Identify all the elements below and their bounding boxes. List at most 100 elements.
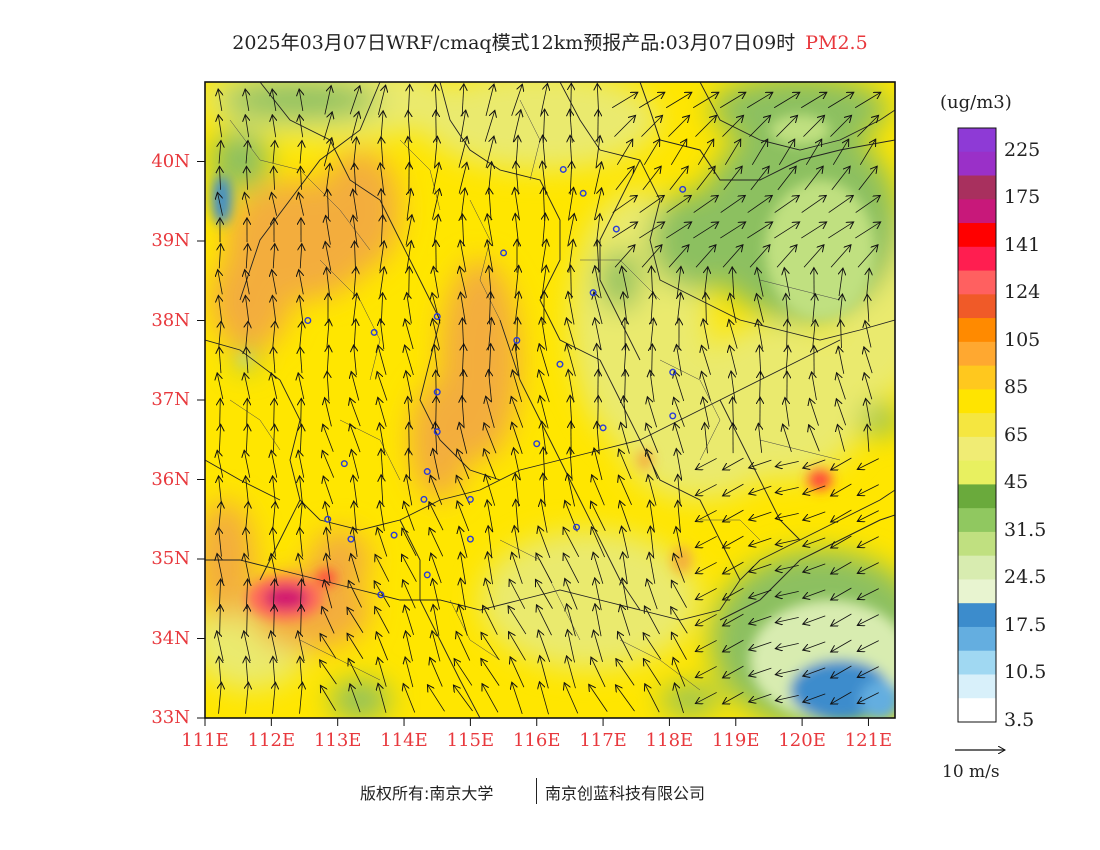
wind-arrow (563, 553, 580, 584)
wind-arrow (217, 192, 223, 216)
wind-arrow (482, 684, 499, 713)
wind-arrow (749, 641, 772, 650)
wind-arrow (670, 139, 686, 166)
wind-arrow (246, 321, 248, 347)
wind-arrow (618, 632, 633, 661)
wind-arrow (353, 189, 358, 219)
wind-arrow (720, 195, 746, 213)
colorbar-segment (958, 508, 996, 533)
wind-arrow (353, 293, 357, 323)
wind-arrow (723, 561, 744, 574)
station-marker (433, 388, 441, 396)
wind-arrow (539, 344, 550, 377)
wind-arrow (300, 321, 302, 347)
wind-arrow (864, 347, 873, 374)
wind-arrow (246, 424, 247, 452)
wind-arrow (841, 320, 842, 349)
lon-label: 121E (844, 730, 893, 751)
wind-arrow (511, 396, 524, 428)
wind-arrow (298, 450, 305, 478)
wind-arrow (775, 642, 799, 648)
station-marker (533, 440, 541, 448)
wind-arrow (620, 605, 631, 636)
wind-arrow (803, 511, 826, 520)
wind-arrow (695, 458, 717, 469)
wind-arrow (837, 424, 845, 452)
lat-label: 35N (151, 548, 190, 569)
wind-arrow (692, 92, 719, 109)
wind-arrow (749, 459, 772, 468)
wind-arrow (778, 139, 794, 166)
wind-arrow (839, 268, 843, 296)
wind-arrow (217, 553, 224, 583)
colorbar (957, 127, 997, 723)
wind-arrow (246, 682, 249, 714)
wind-arrow (454, 659, 473, 686)
wind-arrow (353, 137, 356, 167)
wind-arrow (786, 293, 789, 323)
wind-arrow (674, 423, 684, 454)
wind-arrow (591, 657, 606, 688)
colorbar-segment (958, 294, 996, 319)
wind-arrow (695, 536, 717, 547)
wind-arrow (481, 632, 500, 660)
wind-arrow (803, 245, 824, 268)
colorbar-segment (958, 698, 996, 723)
wind-arrow (540, 396, 549, 429)
wind-arrow (674, 397, 685, 427)
wind-arrow (775, 538, 799, 544)
wind-arrow (775, 460, 799, 466)
wind-arrow (459, 422, 468, 454)
station-marker (420, 495, 428, 503)
wind-arrow (867, 424, 869, 452)
wind-arrow (855, 222, 880, 239)
wind-arrow (299, 115, 302, 138)
wind-arrow (271, 450, 278, 478)
wind-arrow (616, 139, 632, 166)
wind-arrow (323, 138, 332, 167)
wind-arrow (301, 398, 302, 426)
wind-arrow (509, 632, 526, 661)
wind-arrow (749, 485, 772, 494)
wind-arrow (323, 476, 334, 505)
wind-arrow (402, 554, 417, 582)
wind-arrow (642, 166, 661, 191)
wind-arrow (673, 553, 685, 583)
wind-arrow (697, 139, 713, 166)
wind-arrow (219, 682, 222, 714)
wind-arrow (245, 89, 249, 112)
wind-arrow (433, 449, 440, 480)
wind-arrow (326, 267, 329, 297)
wind-arrow (838, 346, 845, 374)
wind-arrow (541, 499, 548, 533)
wind-arrow (591, 501, 606, 531)
wind-arrow (375, 607, 390, 634)
wind-arrow (673, 657, 686, 687)
wind-arrow (246, 244, 248, 269)
colorbar-segment (958, 270, 996, 295)
wind-arrow (219, 347, 221, 374)
wind-arrow (459, 526, 468, 558)
station-marker (669, 412, 677, 420)
wind-arrow (775, 694, 799, 700)
wind-arrow (803, 641, 826, 650)
wind-arrow (273, 682, 276, 714)
wind-arrow (272, 115, 275, 138)
wind-arrow (351, 371, 360, 401)
wind-arrow (775, 668, 799, 674)
colorbar-segment (958, 151, 996, 177)
wind-arrow (323, 112, 332, 141)
wind-arrow (354, 345, 357, 375)
wind-arrow (803, 589, 826, 598)
wind-arrow (774, 222, 799, 239)
wind-arrow (271, 192, 277, 216)
wind-arrow (830, 245, 851, 268)
wind-arrow (244, 192, 250, 216)
lon-label: 114E (380, 730, 428, 751)
colorbar-label: 225 (1004, 138, 1041, 161)
wind-arrow (650, 370, 654, 402)
wind-arrow (857, 115, 878, 137)
wind-arrow (273, 347, 275, 374)
wind-arrow (456, 631, 471, 661)
